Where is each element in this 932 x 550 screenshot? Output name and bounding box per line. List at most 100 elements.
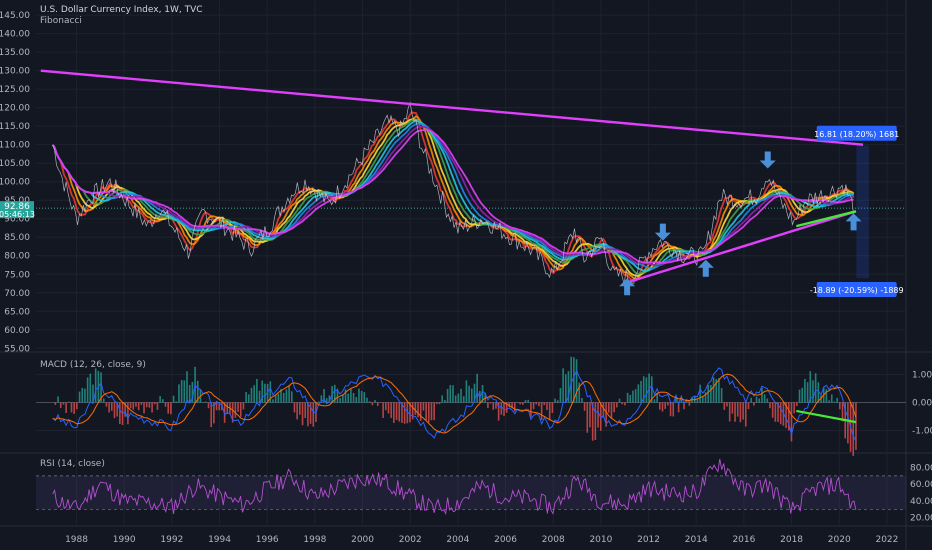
- macd-histogram-bar: [215, 402, 218, 411]
- macd-histogram-bar: [441, 395, 444, 403]
- macd-histogram-bar: [264, 383, 266, 403]
- macd-histogram-bar: [250, 387, 253, 403]
- macd-histogram-bar: [513, 402, 516, 412]
- macd-histogram-bar: [127, 402, 129, 425]
- x-tick-label: 1996: [256, 535, 279, 545]
- macd-histogram-bar: [718, 378, 720, 403]
- price-tick-label: 130.00: [0, 67, 30, 77]
- macd-histogram-bar: [809, 371, 812, 403]
- macd-histogram-bar: [567, 371, 570, 403]
- macd-histogram-bar: [814, 373, 817, 403]
- macd-histogram-bar: [798, 389, 801, 403]
- macd-histogram-bar: [796, 402, 798, 407]
- macd-histogram-bar: [159, 396, 161, 403]
- price-range-label-text: 16.81 (18.20%) 1681: [814, 130, 899, 139]
- macd-histogram-bar: [839, 402, 841, 410]
- price-pane[interactable]: 16.81 (18.20%) 1681 -18.89 (-20.59%) -188…: [36, 69, 906, 297]
- macd-histogram-bar: [530, 402, 532, 418]
- macd-histogram-bar: [148, 402, 151, 408]
- macd-histogram-bar: [610, 402, 613, 419]
- price-tick-label: 145.00: [0, 11, 30, 21]
- macd-histogram-bar: [92, 384, 94, 403]
- macd-histogram-bar: [777, 402, 779, 422]
- macd-histogram-bar: [801, 387, 804, 403]
- macd-histogram-bar: [411, 402, 414, 420]
- macd-histogram-bar: [151, 402, 153, 413]
- macd-histogram-bar: [519, 402, 521, 405]
- price-range-box: [856, 145, 870, 209]
- macd-histogram-bar: [481, 384, 484, 403]
- trendline: [629, 210, 857, 283]
- x-tick-label: 2006: [494, 535, 517, 545]
- macd-histogram-bar: [468, 385, 470, 403]
- macd-histogram-bar: [758, 398, 761, 403]
- rsi-tick-label: 40.00: [910, 497, 932, 507]
- macd-histogram-bar: [495, 402, 497, 409]
- macd-histogram-bar: [637, 384, 640, 403]
- countdown-label: 05:46:13: [0, 210, 35, 219]
- x-tick-label: 1998: [303, 535, 326, 545]
- macd-signal-line: [52, 373, 857, 434]
- macd-histogram-bar: [325, 398, 328, 403]
- x-tick-label: 1990: [113, 535, 136, 545]
- macd-histogram-bar: [556, 400, 559, 403]
- macd-histogram-bar: [86, 377, 89, 403]
- macd-histogram-bar: [403, 402, 406, 424]
- macd-histogram-bar: [573, 357, 575, 403]
- macd-histogram-bar: [487, 402, 489, 408]
- macd-histogram-bar: [382, 402, 384, 418]
- x-tick-label: 2022: [875, 535, 898, 545]
- macd-histogram-bar: [89, 373, 92, 403]
- price-line: [52, 101, 854, 285]
- macd-histogram-bar: [667, 402, 669, 406]
- macd-histogram-bar: [812, 380, 814, 403]
- macd-histogram-bar: [333, 384, 336, 403]
- ma-ribbon-line: [51, 118, 855, 277]
- ma-ribbon-line: [51, 128, 854, 264]
- x-tick-label: 2004: [446, 535, 469, 545]
- macd-histogram-bar: [54, 402, 57, 405]
- macd-histogram-bar: [830, 394, 833, 403]
- macd-histogram-bar: [156, 402, 159, 410]
- macd-histogram-bar: [57, 396, 59, 403]
- macd-histogram-bar: [371, 402, 374, 406]
- macd-histogram-bar: [710, 385, 712, 403]
- macd-histogram-bar: [145, 402, 148, 408]
- macd-histogram-bar: [245, 392, 247, 403]
- macd-histogram-bar: [607, 402, 610, 413]
- macd-histogram-bar: [599, 402, 602, 431]
- macd-histogram-bar: [634, 389, 637, 403]
- macd-histogram-bar: [659, 402, 661, 410]
- macd-histogram-bar: [616, 402, 618, 408]
- macd-histogram-bar: [785, 402, 787, 429]
- macd-histogram-bar: [578, 382, 581, 403]
- macd-histogram-bar: [293, 402, 296, 413]
- ma-ribbon-line: [51, 115, 855, 280]
- macd-histogram-bar: [691, 397, 693, 403]
- macd-histogram-bar: [218, 402, 221, 411]
- macd-histogram-bar: [524, 400, 527, 403]
- rsi-pane[interactable]: [36, 458, 906, 515]
- macd-histogram-bar: [575, 359, 578, 403]
- price-tick-label: 55.00: [4, 344, 30, 354]
- macd-histogram-bar: [806, 382, 809, 403]
- price-tick-label: 65.00: [4, 307, 30, 317]
- axes: 1988 1990 1992 1994 1996 1998 2000 2002 2004 2006…: [0, 11, 932, 545]
- chart-title: U.S. Dollar Currency Index, 1W, TVC: [40, 5, 203, 15]
- macd-histogram-bar: [739, 402, 742, 423]
- macd-histogram-bar: [175, 401, 178, 403]
- macd-histogram-bar: [704, 392, 707, 403]
- macd-histogram-bar: [81, 387, 84, 403]
- macd-histogram-bar: [132, 402, 135, 410]
- macd-histogram-bar: [522, 402, 524, 405]
- macd-histogram-bar: [78, 391, 81, 403]
- macd-histogram-bar: [231, 402, 234, 423]
- macd-histogram-bar: [626, 392, 629, 403]
- macd-histogram-bar: [618, 398, 621, 403]
- macd-pane[interactable]: [36, 356, 906, 456]
- macd-histogram-bar: [366, 397, 368, 403]
- macd-tick-label: 0.00: [912, 399, 932, 409]
- macd-histogram-bar: [693, 395, 696, 403]
- macd-histogram-bar: [344, 389, 347, 403]
- last-price-box: [0, 201, 34, 219]
